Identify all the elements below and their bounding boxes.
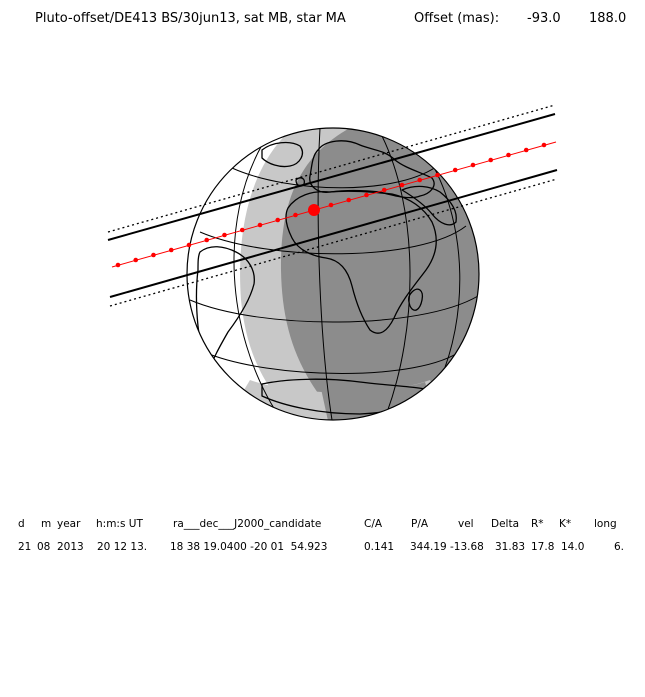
time-mark-dot (381, 187, 387, 193)
earth-limb (186, 127, 480, 421)
offset-dec-value: 188.0 (589, 11, 627, 26)
time-mark-dot (204, 237, 210, 243)
col-pa: P/A (411, 518, 429, 530)
time-mark-dot (133, 257, 139, 263)
time-mark-dot (275, 217, 281, 223)
cell-month: 08 (37, 541, 51, 553)
time-mark-dot (506, 152, 511, 158)
centrality-line (111, 141, 557, 268)
cell-coordinates: 18 38 19.0400 -20 01 54.923 (170, 541, 328, 553)
greenland-outline (261, 141, 304, 168)
cell-delta: 31.83 (495, 541, 526, 553)
time-mark-dot (257, 222, 263, 228)
latitude-line (199, 225, 467, 255)
time-mark-dot (364, 192, 369, 198)
south-shadow-limit (109, 169, 558, 298)
occultation-globe-map (107, 104, 558, 421)
time-mark-dot (186, 242, 192, 248)
col-k-star: K* (559, 518, 572, 530)
earth-disk (187, 128, 479, 420)
north-shadow-limit (107, 113, 556, 241)
time-mark-dot (328, 202, 334, 208)
col-ca: C/A (364, 518, 383, 530)
arabia-outline (401, 185, 457, 226)
time-mark-dot (417, 177, 423, 183)
latitude-line (203, 349, 463, 374)
col-coordinates: ra___dec___J2000_candidate (173, 518, 322, 530)
cell-day: 21 (18, 541, 32, 553)
cell-k-star: 14.0 (561, 541, 585, 553)
occultation-shadow-path (107, 104, 558, 307)
time-mark-dot (523, 147, 529, 153)
africa-outline (285, 190, 437, 334)
madagascar-outline (408, 288, 424, 311)
time-mark-dot (222, 232, 227, 238)
time-mark-dot (399, 182, 405, 188)
cell-vel: -13.68 (450, 541, 484, 553)
equator-line (189, 295, 479, 323)
cell-long: 6. (614, 541, 625, 553)
cell-pa: 344.19 (410, 541, 447, 553)
time-mark-dot (168, 247, 174, 253)
col-vel: vel (458, 518, 474, 530)
time-mark-dot (541, 142, 547, 148)
col-time: h:m:s UT (96, 518, 143, 530)
event-table-header: d m year h:m:s UT ra___dec___J2000_candi… (0, 518, 645, 674)
time-mark-dot (151, 252, 156, 258)
night-region (280, 128, 479, 420)
meridian-line (233, 144, 276, 411)
time-mark-dot (293, 212, 298, 218)
time-mark-dot (346, 197, 352, 203)
cell-ca: 0.141 (364, 541, 395, 553)
closest-approach-marker (308, 204, 320, 216)
meridian-line (379, 131, 411, 416)
europe-outline (309, 140, 435, 199)
event-table-row: 21 08 2013 20 12 13. 18 38 19.0400 -20 0… (0, 541, 645, 697)
time-mark-dot (435, 172, 440, 178)
cell-year: 2013 (57, 541, 84, 553)
col-year: year (57, 518, 81, 530)
time-mark-dot (470, 162, 476, 168)
col-long: long (594, 518, 617, 530)
col-r-star: R* (531, 518, 544, 530)
offset-label: Offset (mas): (414, 11, 500, 26)
col-month: m (41, 518, 52, 530)
cell-time: 20 12 13. (97, 541, 148, 553)
plot-title: Pluto-offset/DE413 BS/30jun13, sat MB, s… (35, 11, 346, 26)
time-mark-dot (115, 262, 121, 268)
south-america-outline (195, 246, 255, 375)
meridian-line (317, 128, 333, 420)
col-day: d (18, 518, 25, 530)
meridian-line (429, 159, 461, 381)
time-marks (115, 142, 547, 268)
col-delta: Delta (491, 518, 520, 530)
offset-ra-value: -93.0 (527, 11, 561, 26)
cell-r-star: 17.8 (531, 541, 555, 553)
time-mark-dot (452, 167, 458, 173)
graticule (189, 128, 479, 420)
time-mark-dot (239, 227, 245, 233)
plot-header: Pluto-offset/DE413 BS/30jun13, sat MB, s… (0, 11, 645, 86)
time-mark-dot (488, 157, 494, 163)
